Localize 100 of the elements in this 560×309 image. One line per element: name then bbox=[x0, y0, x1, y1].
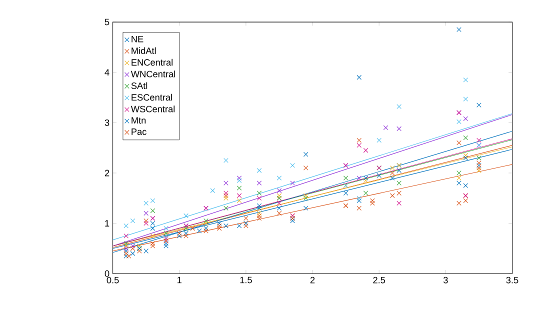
point bbox=[396, 180, 402, 186]
point bbox=[150, 226, 156, 231]
legend-label: ENCentral bbox=[132, 58, 172, 66]
legend-label: MidAtl bbox=[132, 47, 156, 54]
point bbox=[363, 148, 368, 153]
point bbox=[210, 188, 216, 193]
point bbox=[463, 77, 468, 82]
point bbox=[456, 140, 462, 146]
point bbox=[124, 240, 129, 246]
point bbox=[224, 196, 228, 200]
point bbox=[363, 178, 368, 183]
point bbox=[124, 253, 129, 258]
y-tick-label: 3 bbox=[104, 119, 110, 126]
point bbox=[276, 175, 282, 180]
legend-label: Pac bbox=[132, 128, 146, 135]
point bbox=[303, 193, 308, 198]
point bbox=[356, 138, 362, 142]
point bbox=[396, 200, 402, 206]
legend-label: ESCentral bbox=[132, 94, 172, 100]
point bbox=[290, 162, 295, 168]
point bbox=[164, 243, 168, 248]
point bbox=[256, 180, 262, 186]
point bbox=[244, 220, 248, 226]
point bbox=[236, 198, 242, 203]
point bbox=[476, 168, 482, 173]
point bbox=[144, 218, 148, 224]
x-tick-label: 1.5 bbox=[240, 276, 252, 284]
point bbox=[343, 190, 348, 196]
point bbox=[256, 196, 262, 200]
point bbox=[276, 206, 282, 210]
point bbox=[124, 248, 129, 254]
point bbox=[204, 218, 208, 224]
point bbox=[290, 218, 295, 224]
point bbox=[290, 180, 295, 186]
point bbox=[256, 168, 262, 173]
point bbox=[216, 226, 222, 231]
point bbox=[196, 228, 202, 234]
point bbox=[456, 175, 462, 180]
point bbox=[130, 218, 136, 224]
point bbox=[236, 223, 242, 228]
point bbox=[276, 188, 282, 193]
point bbox=[150, 208, 156, 213]
point bbox=[390, 175, 395, 180]
point bbox=[130, 246, 136, 251]
point bbox=[164, 226, 168, 231]
point bbox=[376, 172, 382, 178]
point bbox=[150, 220, 156, 226]
y-tick-label: 2 bbox=[104, 170, 110, 176]
point bbox=[463, 182, 468, 188]
point bbox=[396, 190, 402, 196]
point bbox=[224, 190, 228, 196]
point bbox=[376, 138, 382, 142]
point bbox=[303, 196, 308, 200]
point bbox=[476, 165, 482, 170]
point bbox=[184, 213, 188, 218]
point bbox=[356, 175, 362, 180]
point bbox=[276, 200, 282, 206]
y-tick-label: 0 bbox=[104, 270, 110, 277]
point bbox=[276, 193, 282, 198]
point bbox=[224, 158, 228, 163]
point bbox=[144, 200, 148, 206]
x-tick-label: 1 bbox=[178, 276, 182, 283]
point bbox=[463, 96, 468, 102]
point bbox=[236, 178, 242, 183]
legend-label: WNCentral bbox=[130, 70, 176, 78]
point bbox=[390, 165, 395, 170]
point bbox=[150, 233, 156, 238]
point bbox=[124, 233, 129, 238]
point bbox=[190, 226, 196, 231]
point bbox=[150, 240, 156, 246]
point bbox=[130, 243, 136, 248]
point bbox=[144, 248, 148, 254]
point bbox=[124, 223, 129, 228]
legend-label: WSCentral bbox=[130, 105, 175, 112]
point bbox=[390, 193, 395, 198]
point bbox=[124, 246, 129, 251]
x-tick-label: 0.5 bbox=[106, 276, 119, 284]
point bbox=[456, 170, 462, 176]
point bbox=[476, 160, 482, 166]
point bbox=[303, 206, 308, 210]
point bbox=[164, 240, 168, 246]
y-tick-label: 4 bbox=[104, 68, 110, 76]
point bbox=[356, 196, 362, 200]
point bbox=[463, 198, 468, 203]
legend-label: SAtl bbox=[131, 82, 148, 89]
y-tick-label: 5 bbox=[104, 18, 110, 26]
point bbox=[256, 216, 262, 220]
point bbox=[363, 190, 368, 196]
point bbox=[476, 155, 482, 160]
point bbox=[184, 233, 188, 238]
point bbox=[204, 220, 208, 226]
point bbox=[476, 162, 482, 168]
point bbox=[137, 243, 142, 248]
point bbox=[356, 74, 362, 80]
point bbox=[126, 253, 132, 258]
point bbox=[184, 230, 188, 236]
point bbox=[356, 142, 362, 148]
point bbox=[456, 180, 462, 186]
point bbox=[370, 200, 375, 206]
point bbox=[256, 206, 262, 210]
